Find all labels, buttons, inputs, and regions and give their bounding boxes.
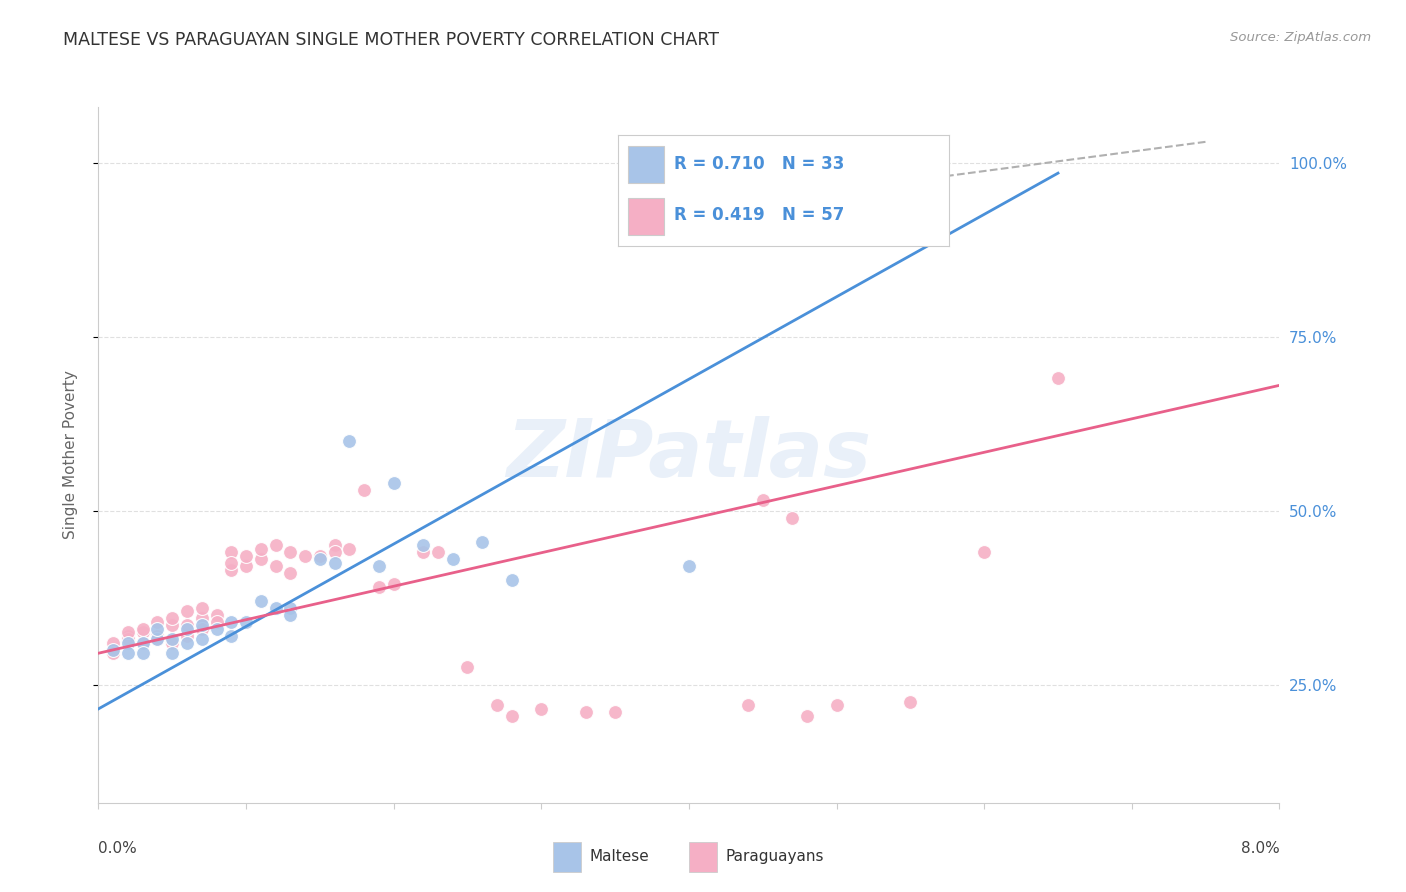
Point [162,611,183,625]
Point [900,695,922,709]
Text: Source: ZipAtlas.com: Source: ZipAtlas.com [1230,31,1371,45]
Point [103,642,125,657]
Point [176,605,198,619]
Point [278,601,302,615]
Point [337,434,360,448]
Point [441,552,464,566]
Point [323,538,346,552]
Point [501,708,523,723]
Point [162,646,183,660]
Point [530,702,553,716]
Point [678,559,700,574]
Point [103,636,125,650]
Point [235,559,257,574]
Point [323,545,346,559]
Point [235,549,257,563]
Point [205,607,228,622]
Point [751,493,773,508]
Point [191,632,214,647]
Point [117,625,139,640]
Point [367,580,389,594]
Point [117,629,139,643]
Point [103,646,125,660]
Point [250,541,273,556]
Point [456,660,478,674]
Point [308,552,332,566]
Point [117,646,139,660]
Point [693,184,716,198]
Point [146,632,169,647]
Point [382,576,405,591]
Point [132,646,155,660]
Point [485,698,508,713]
Point [278,566,302,581]
Point [367,559,389,574]
Point [825,184,848,198]
Point [235,615,257,629]
Point [176,618,198,632]
Point [132,636,155,650]
Point [337,541,360,556]
Point [176,629,198,643]
Point [264,538,287,552]
Point [250,594,273,608]
Y-axis label: Single Mother Poverty: Single Mother Poverty [63,370,77,540]
Point [471,534,494,549]
Point [191,611,214,625]
Point [219,615,242,629]
Point [132,636,155,650]
Point [146,615,169,629]
Text: 0.0%: 0.0% [98,841,138,856]
Point [162,632,183,647]
Point [294,549,316,563]
Point [219,563,242,577]
Point [205,615,228,629]
Point [176,636,198,650]
Point [501,573,523,587]
Point [323,556,346,570]
Point [146,629,169,643]
Point [1046,371,1069,385]
Point [219,545,242,559]
Text: 8.0%: 8.0% [1240,841,1279,856]
Point [132,625,155,640]
Point [382,475,405,490]
Point [605,706,627,720]
Text: ZIPatlas: ZIPatlas [506,416,872,494]
Point [825,698,848,713]
Point [782,510,804,524]
Point [146,632,169,647]
Point [353,483,375,497]
Point [191,622,214,636]
Point [412,538,434,552]
Point [146,622,169,636]
Point [278,607,302,622]
Point [264,601,287,615]
Point [278,545,302,559]
Point [117,636,139,650]
Point [176,622,198,636]
Point [162,618,183,632]
Point [973,545,995,559]
Point [205,622,228,636]
Point [737,698,759,713]
Point [191,618,214,632]
Point [426,545,449,559]
Point [412,545,434,559]
Point [308,549,332,563]
Text: MALTESE VS PARAGUAYAN SINGLE MOTHER POVERTY CORRELATION CHART: MALTESE VS PARAGUAYAN SINGLE MOTHER POVE… [63,31,720,49]
Point [191,601,214,615]
Point [219,629,242,643]
Point [250,552,273,566]
Point [574,706,596,720]
Point [117,632,139,647]
Point [264,559,287,574]
Point [796,708,818,723]
Point [132,622,155,636]
Point [219,556,242,570]
Point [162,636,183,650]
